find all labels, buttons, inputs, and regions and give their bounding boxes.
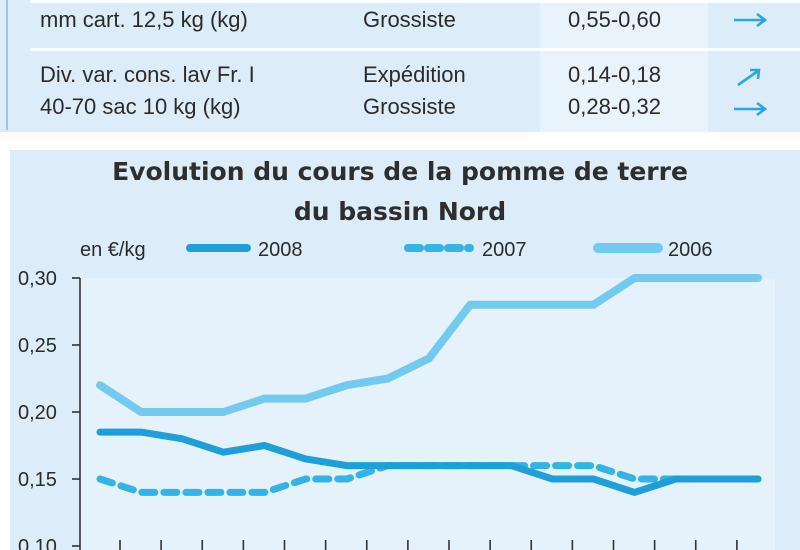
- series-line-2006: [96, 274, 762, 416]
- y-tick-label: 0,20: [18, 402, 57, 424]
- price-range: 0,28-0,32: [568, 94, 661, 119]
- y-tick-label: 0,10: [18, 536, 57, 550]
- y-tick-label: 0,25: [18, 335, 57, 357]
- price-range: 0,55-0,60: [568, 7, 661, 32]
- legend-label-2008: 2008: [258, 239, 303, 261]
- product-line: mm cart. 12,5 kg (kg): [40, 7, 248, 32]
- price-range: 0,14-0,18: [568, 62, 661, 87]
- product-line: 40-70 sac 10 kg (kg): [40, 94, 241, 119]
- stable-arrow-icon: [732, 98, 772, 120]
- stage-label: Expédition: [363, 62, 466, 87]
- stage-label: Grossiste: [363, 94, 456, 119]
- y-axis-unit-label: en €/kg: [80, 239, 146, 261]
- stable-arrow-icon: [732, 9, 772, 31]
- up-arrow-icon: [732, 66, 772, 88]
- chart-subtitle: du bassin Nord: [293, 197, 507, 226]
- market-price-table: mm cart. 12,5 kg (kg) Grossiste 0,55-0,6…: [0, 0, 800, 132]
- y-tick-label: 0,15: [18, 469, 57, 491]
- row-divider: [30, 0, 800, 3]
- chart-title: Evolution du cours de la pomme de terre: [112, 157, 688, 186]
- stage-label: Grossiste: [363, 7, 456, 32]
- legend-label-2006: 2006: [668, 239, 713, 261]
- series-line-2008: [96, 428, 762, 496]
- legend-label-2007: 2007: [482, 239, 527, 261]
- price-column-background: [540, 0, 708, 132]
- row-divider: [30, 48, 800, 51]
- product-line: Div. var. cons. lav Fr. I: [40, 62, 255, 87]
- table-left-rule: [6, 0, 8, 130]
- y-tick-label: 0,30: [18, 268, 57, 290]
